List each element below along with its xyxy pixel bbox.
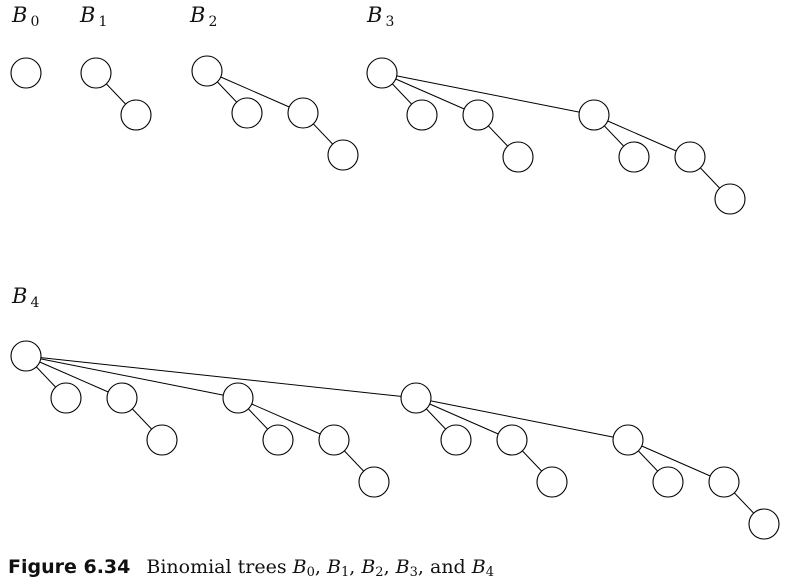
tree-edge bbox=[131, 408, 153, 430]
tree-edge bbox=[216, 81, 238, 103]
caption-tree-symbol: B2 bbox=[361, 556, 384, 580]
tree-node bbox=[106, 382, 138, 414]
tree-edge bbox=[521, 450, 543, 472]
tree-edge bbox=[343, 450, 365, 472]
tree-node bbox=[578, 99, 610, 131]
tree-node bbox=[222, 382, 254, 414]
tree-node bbox=[327, 139, 359, 171]
caption-tree-symbol: B3 bbox=[395, 556, 418, 580]
edges-layer bbox=[35, 75, 755, 514]
tree-node bbox=[618, 141, 650, 173]
tree-root-node bbox=[10, 57, 42, 89]
tree-root-node bbox=[10, 340, 42, 372]
tree-edge bbox=[487, 125, 509, 147]
tree-node bbox=[400, 382, 432, 414]
tree-edge bbox=[105, 83, 127, 105]
caption-tree-symbol: B0 bbox=[292, 556, 315, 580]
tree-edge bbox=[40, 357, 402, 397]
tree-node bbox=[406, 99, 438, 131]
figure-caption: Figure 6.34 Binomial trees B0, B1, B2, B3… bbox=[8, 556, 495, 580]
tree-node bbox=[146, 424, 178, 456]
tree-node bbox=[50, 382, 82, 414]
tree-node bbox=[358, 466, 390, 498]
tree-root-node bbox=[191, 55, 223, 87]
tree-edge bbox=[637, 450, 659, 472]
caption-tree-symbol: B4 bbox=[471, 556, 495, 580]
tree-edge bbox=[391, 83, 413, 105]
tree-edge bbox=[251, 403, 321, 435]
tree-node bbox=[652, 466, 684, 498]
tree-edge bbox=[312, 123, 334, 145]
tree-root-node bbox=[366, 57, 398, 89]
tree-edge bbox=[396, 75, 580, 113]
tree-node bbox=[612, 424, 644, 456]
tree-node bbox=[287, 97, 319, 129]
tree-edge bbox=[430, 400, 614, 438]
figure-number: Figure 6.34 bbox=[8, 556, 131, 578]
tree-node bbox=[502, 141, 534, 173]
tree-edge bbox=[247, 408, 269, 430]
tree-edge bbox=[220, 76, 290, 108]
tree-node bbox=[536, 466, 568, 498]
tree-node bbox=[674, 141, 706, 173]
tree-root-node bbox=[80, 57, 112, 89]
tree-node bbox=[708, 466, 740, 498]
caption-text: Binomial trees B0, B1, B2, B3, and B4 bbox=[146, 556, 495, 580]
tree-edge bbox=[395, 78, 465, 110]
labels-layer: B 0 B 1 B 2 B 3 B 4 bbox=[11, 3, 394, 311]
tree-edge bbox=[603, 125, 625, 147]
tree-node bbox=[714, 183, 746, 215]
caption-tree-symbol: B1 bbox=[326, 556, 350, 580]
tree-node bbox=[496, 424, 528, 456]
tree-edge bbox=[35, 366, 57, 388]
tree-edge bbox=[607, 120, 677, 152]
tree-edge bbox=[733, 492, 755, 514]
tree-node bbox=[748, 508, 780, 540]
tree-node bbox=[318, 424, 350, 456]
tree-edge bbox=[40, 358, 224, 396]
nodes-layer bbox=[10, 55, 780, 540]
tree-edge bbox=[425, 408, 447, 430]
tree-node bbox=[462, 99, 494, 131]
tree-node bbox=[231, 97, 263, 129]
tree-node bbox=[440, 424, 472, 456]
tree-node bbox=[262, 424, 294, 456]
tree-edge bbox=[641, 445, 711, 477]
tree-edge bbox=[699, 167, 721, 189]
tree-node bbox=[120, 99, 152, 131]
tree-edge bbox=[39, 361, 109, 393]
tree-edge bbox=[429, 403, 499, 435]
